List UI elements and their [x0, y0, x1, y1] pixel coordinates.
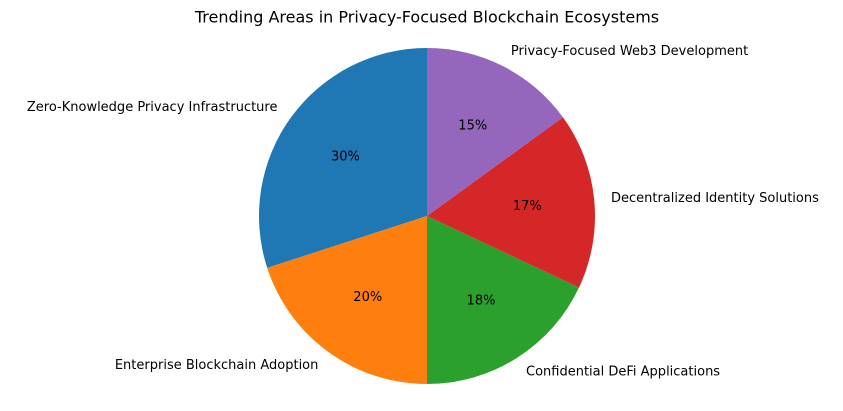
slice-label: Privacy-Focused Web3 Development	[511, 44, 748, 59]
value-label: 17%	[513, 199, 542, 214]
slice-label: Confidential DeFi Applications	[526, 365, 720, 380]
slice-label: Decentralized Identity Solutions	[611, 191, 819, 206]
pie-slice	[267, 216, 427, 384]
value-label: 20%	[353, 290, 382, 305]
value-label: 18%	[467, 294, 496, 309]
chart-title: Trending Areas in Privacy-Focused Blockc…	[194, 8, 659, 27]
pie-slice	[427, 216, 580, 384]
value-label: 15%	[458, 119, 487, 134]
pie-slice	[427, 117, 595, 288]
slice-label: Zero-Knowledge Privacy Infrastructure	[27, 100, 278, 115]
pie-slice	[259, 48, 427, 268]
value-label: 30%	[331, 149, 360, 164]
slice-label: Enterprise Blockchain Adoption	[115, 358, 319, 373]
pie-slice	[427, 48, 563, 216]
